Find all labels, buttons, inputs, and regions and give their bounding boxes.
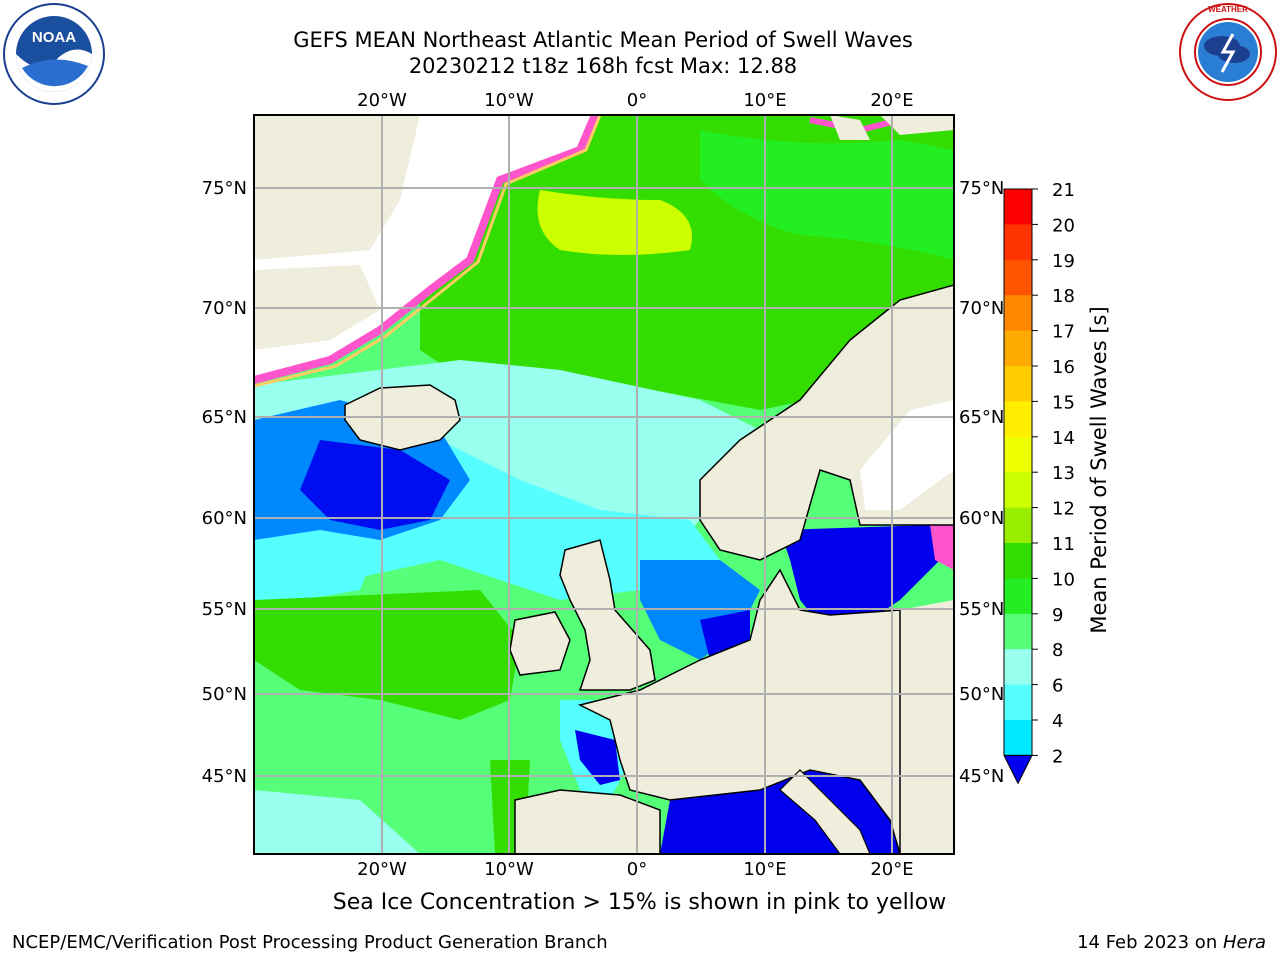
colorbar-tick-label: 13: [1052, 463, 1075, 484]
lat-tick-left: 45°N: [202, 766, 247, 787]
lat-tick-right: 70°N: [959, 298, 1004, 319]
colorbar-band: [1004, 436, 1032, 473]
colorbar-tick-label: 18: [1052, 286, 1075, 307]
noaa-logo-text: NOAA: [32, 29, 76, 46]
lon-tick-bottom: 10°W: [484, 859, 534, 880]
colorbar-band: [1004, 401, 1032, 438]
footer-date-text: 14 Feb 2023 on: [1077, 932, 1223, 953]
lon-tick-top: 20°E: [870, 90, 913, 111]
colorbar-tick-label: 19: [1052, 251, 1075, 272]
lon-tick-bottom: 20°E: [870, 859, 913, 880]
lat-ticks-left: 75°N 70°N 65°N 60°N 55°N 50°N 45°N: [202, 178, 247, 787]
colorbar-tick-label: 6: [1052, 676, 1063, 697]
svg-text:WEATHER: WEATHER: [1208, 5, 1248, 14]
colorbar-tick-label: 10: [1052, 569, 1075, 590]
lat-tick-right: 65°N: [959, 407, 1004, 428]
lon-ticks-bottom: 20°W 10°W 0° 10°E 20°E: [357, 859, 913, 880]
colorbar-tick-label: 9: [1052, 605, 1063, 626]
chart-title: GEFS MEAN Northeast Atlantic Mean Period…: [293, 28, 913, 52]
colorbar: 21 20 19 18 17 16 15 14 13 12 11 10 9 8 6 4 2: [1003, 180, 1075, 785]
lat-ticks-right: 75°N 70°N 65°N 60°N 55°N 50°N 45°N: [959, 178, 1004, 787]
colorbar-band: [1004, 613, 1032, 650]
colorbar-tick-label: 8: [1052, 640, 1063, 661]
colorbar-tick-label: 16: [1052, 357, 1075, 378]
lon-tick-top: 10°W: [484, 90, 534, 111]
colorbar-label: Mean Period of Swell Waves [s]: [1087, 306, 1111, 633]
colorbar-band: [1004, 720, 1032, 756]
colorbar-band: [1004, 543, 1032, 579]
colorbar-band: [1004, 684, 1032, 721]
colorbar-tick-label: 17: [1052, 322, 1075, 343]
nws-logo: WEATHER: [1179, 3, 1277, 101]
colorbar-tick-label: 15: [1052, 392, 1075, 413]
colorbar-band: [1004, 259, 1032, 296]
lon-tick-top: 10°E: [743, 90, 786, 111]
colorbar-tick-label: 4: [1052, 711, 1063, 732]
lat-tick-right: 75°N: [959, 178, 1004, 199]
lat-tick-right: 55°N: [959, 599, 1004, 620]
lon-tick-bottom: 20°W: [357, 859, 407, 880]
colorbar-tick-label: 12: [1052, 499, 1075, 520]
map-frame: [253, 114, 955, 855]
lat-tick-right: 50°N: [959, 684, 1004, 705]
footer-host: Hera: [1222, 932, 1266, 953]
lon-tick-bottom: 0°: [627, 859, 647, 880]
footer-credit: NCEP/EMC/Verification Post Processing Pr…: [12, 932, 608, 953]
lat-tick-right: 45°N: [959, 766, 1004, 787]
colorbar-band: [1004, 189, 1032, 225]
lon-tick-top: 0°: [627, 90, 647, 111]
colorbar-tick-label: 11: [1052, 534, 1075, 555]
lat-tick-left: 70°N: [202, 298, 247, 319]
colorbar-band: [1004, 224, 1032, 261]
colorbar-band: [1004, 507, 1032, 544]
lat-tick-left: 60°N: [202, 508, 247, 529]
lat-tick-left: 75°N: [202, 178, 247, 199]
colorbar-band: [1004, 295, 1032, 332]
colorbar-band: [1004, 472, 1032, 509]
noaa-logo: NOAA: [3, 3, 105, 105]
colorbar-band: [1004, 330, 1032, 367]
colorbar-band: [1004, 649, 1032, 686]
footer-date: 14 Feb 2023 on Hera: [1077, 932, 1266, 953]
colorbar-tick-label: 20: [1052, 215, 1075, 236]
swell-period-field: [254, 115, 954, 854]
colorbar-band: [1004, 578, 1032, 615]
colorbar-tick-label: 21: [1052, 180, 1075, 201]
sea-ice-note: Sea Ice Concentration > 15% is shown in …: [332, 890, 947, 915]
lat-tick-left: 50°N: [202, 684, 247, 705]
colorbar-band: [1004, 366, 1032, 402]
chart-subtitle: 20230212 t18z 168h fcst Max: 12.88: [408, 54, 798, 78]
lat-tick-left: 55°N: [202, 599, 247, 620]
lon-tick-top: 20°W: [357, 90, 407, 111]
colorbar-tick-label: 2: [1052, 746, 1063, 767]
lat-tick-left: 65°N: [202, 407, 247, 428]
lat-tick-right: 60°N: [959, 508, 1004, 529]
colorbar-tick-label: 14: [1052, 428, 1075, 449]
graticule: [254, 115, 954, 854]
lon-tick-bottom: 10°E: [743, 859, 786, 880]
lon-ticks-top: 20°W 10°W 0° 10°E 20°E: [357, 90, 913, 111]
colorbar-extend: [1003, 754, 1033, 785]
